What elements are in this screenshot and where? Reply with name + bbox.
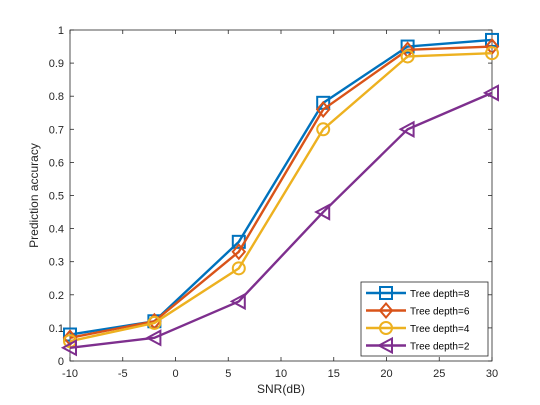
legend-entry-label: Tree depth=6	[410, 307, 470, 318]
data-point	[379, 321, 393, 335]
data-point	[400, 39, 415, 54]
y-tick-label: 0.6	[49, 157, 64, 169]
y-tick-label: 0.2	[49, 290, 64, 302]
x-axis-label: SNR(dB)	[257, 382, 305, 396]
data-point	[485, 32, 499, 47]
y-tick-label: 0.5	[49, 191, 64, 203]
x-tick-label: 15	[328, 368, 340, 380]
data-point	[378, 301, 394, 320]
data-point	[60, 339, 77, 357]
legend-entry-label: Tree depth=4	[410, 324, 470, 335]
data-point	[231, 261, 246, 276]
data-point	[314, 203, 331, 221]
series-line	[69, 91, 493, 349]
data-point	[400, 49, 415, 64]
data-point	[398, 120, 415, 138]
y-tick-label: 0.4	[49, 224, 64, 236]
x-tick-label: 20	[380, 368, 392, 380]
data-series	[60, 32, 500, 357]
data-point	[376, 336, 393, 355]
data-point	[231, 243, 247, 261]
data-point	[147, 315, 162, 330]
x-tick-label: 10	[275, 368, 287, 380]
x-tick-label: 30	[486, 368, 498, 380]
legend-entry-label: Tree depth=2	[410, 342, 470, 353]
y-tick-label: 0.8	[49, 91, 64, 103]
series-group	[60, 84, 499, 357]
legend: Tree depth=8 Tree depth=6 Tree depth=4 Tree…	[360, 281, 489, 357]
data-point	[379, 286, 393, 300]
x-tick-label: -5	[118, 368, 128, 380]
data-point	[482, 84, 499, 102]
legend-entry-label: Tree depth=8	[410, 289, 470, 300]
y-tick-label: 0.1	[49, 323, 64, 335]
y-axis-label: Prediction accuracy	[27, 143, 41, 248]
y-tick-label: 1	[58, 25, 64, 37]
data-point	[145, 329, 162, 347]
x-tick-label: 25	[433, 368, 445, 380]
y-tick-label: 0	[58, 356, 64, 368]
x-tick-label: 5	[225, 368, 231, 380]
y-tick-label: 0.3	[49, 257, 64, 269]
series-group	[63, 46, 499, 349]
y-tick-label: 0.7	[49, 124, 64, 136]
x-tick-label: 0	[172, 368, 178, 380]
series-line	[69, 45, 493, 340]
x-tick-label: -10	[62, 368, 78, 380]
data-point	[315, 100, 331, 118]
axis-ticks: -10 -5 0 5 10 15 20 25 30 0 0.1 0.2 0.3 0.4 0.5 0.6 0.7 0…	[49, 25, 498, 380]
series-line	[69, 51, 493, 343]
data-point	[229, 292, 246, 311]
data-point	[485, 46, 499, 61]
y-tick-label: 0.9	[49, 58, 64, 70]
data-point	[316, 122, 331, 137]
